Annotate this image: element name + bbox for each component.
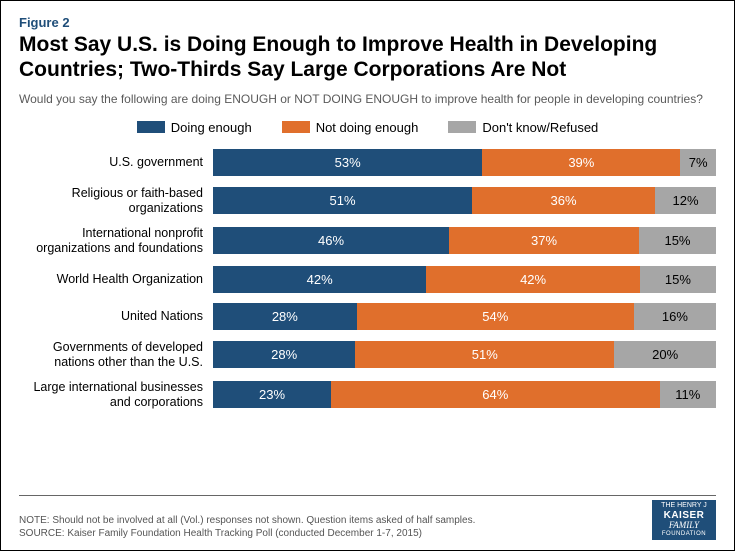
- bar-segment-enough: 46%: [213, 227, 449, 254]
- chart-row: Religious or faith-based organizations51…: [19, 186, 716, 216]
- bar-segment-dk: 11%: [660, 381, 716, 408]
- footer: NOTE: Should not be involved at all (Vol…: [19, 495, 716, 540]
- row-label: U.S. government: [19, 155, 213, 170]
- row-label: United Nations: [19, 309, 213, 324]
- bar-segment-not_enough: 54%: [357, 303, 634, 330]
- logo-line1: THE HENRY J: [654, 502, 714, 510]
- swatch-not-enough: [282, 121, 310, 133]
- legend-label-dk: Don't know/Refused: [482, 120, 598, 135]
- row-label: World Health Organization: [19, 272, 213, 287]
- chart-row: Governments of developed nations other t…: [19, 340, 716, 370]
- legend-item-dk: Don't know/Refused: [448, 120, 598, 135]
- bar-wrap: 28%51%20%: [213, 341, 716, 368]
- bar-segment-not_enough: 36%: [472, 187, 655, 214]
- swatch-enough: [137, 121, 165, 133]
- chart-row: U.S. government53%39%7%: [19, 149, 716, 176]
- chart-row: United Nations28%54%16%: [19, 303, 716, 330]
- bar-segment-dk: 15%: [639, 227, 716, 254]
- chart-row: World Health Organization42%42%15%: [19, 266, 716, 293]
- bar-segment-dk: 7%: [680, 149, 716, 176]
- bar-segment-not_enough: 42%: [426, 266, 639, 293]
- bar-segment-not_enough: 39%: [482, 149, 680, 176]
- bar-chart: U.S. government53%39%7%Religious or fait…: [19, 149, 716, 410]
- legend: Doing enough Not doing enough Don't know…: [19, 120, 716, 135]
- footer-notes: NOTE: Should not be involved at all (Vol…: [19, 514, 475, 540]
- chart-title: Most Say U.S. is Doing Enough to Improve…: [19, 32, 716, 82]
- bar-segment-enough: 28%: [213, 303, 357, 330]
- bar-wrap: 23%64%11%: [213, 381, 716, 408]
- legend-item-not-enough: Not doing enough: [282, 120, 419, 135]
- bar-segment-dk: 16%: [634, 303, 716, 330]
- kff-logo: THE HENRY J KAISER FAMILY FOUNDATION: [652, 500, 716, 540]
- bar-wrap: 51%36%12%: [213, 187, 716, 214]
- survey-question: Would you say the following are doing EN…: [19, 92, 716, 108]
- bar-wrap: 46%37%15%: [213, 227, 716, 254]
- bar-segment-enough: 28%: [213, 341, 355, 368]
- bar-segment-not_enough: 37%: [449, 227, 639, 254]
- bar-wrap: 53%39%7%: [213, 149, 716, 176]
- chart-row: Large international businesses and corpo…: [19, 380, 716, 410]
- bar-segment-not_enough: 64%: [331, 381, 659, 408]
- row-label: Large international businesses and corpo…: [19, 380, 213, 410]
- figure-label: Figure 2: [19, 15, 716, 30]
- logo-line3: FAMILY: [654, 521, 714, 531]
- bar-wrap: 28%54%16%: [213, 303, 716, 330]
- note-text: NOTE: Should not be involved at all (Vol…: [19, 514, 475, 527]
- bar-segment-dk: 12%: [655, 187, 716, 214]
- bar-segment-enough: 53%: [213, 149, 482, 176]
- bar-segment-not_enough: 51%: [355, 341, 614, 368]
- bar-segment-enough: 51%: [213, 187, 472, 214]
- legend-label-not-enough: Not doing enough: [316, 120, 419, 135]
- logo-line4: FOUNDATION: [654, 531, 714, 538]
- bar-segment-dk: 20%: [614, 341, 716, 368]
- bar-segment-dk: 15%: [640, 266, 716, 293]
- chart-row: International nonprofit organizations an…: [19, 226, 716, 256]
- figure-frame: Figure 2 Most Say U.S. is Doing Enough t…: [0, 0, 735, 551]
- source-text: SOURCE: Kaiser Family Foundation Health …: [19, 527, 475, 540]
- bar-segment-enough: 23%: [213, 381, 331, 408]
- row-label: Governments of developed nations other t…: [19, 340, 213, 370]
- row-label: Religious or faith-based organizations: [19, 186, 213, 216]
- swatch-dk: [448, 121, 476, 133]
- row-label: International nonprofit organizations an…: [19, 226, 213, 256]
- bar-wrap: 42%42%15%: [213, 266, 716, 293]
- legend-item-enough: Doing enough: [137, 120, 252, 135]
- legend-label-enough: Doing enough: [171, 120, 252, 135]
- bar-segment-enough: 42%: [213, 266, 426, 293]
